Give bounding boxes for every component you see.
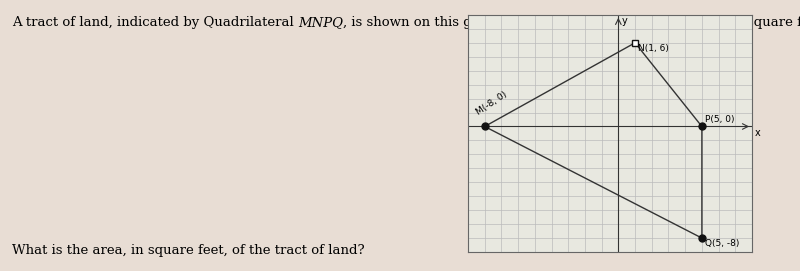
Text: M(-8, 0): M(-8, 0) (474, 90, 509, 117)
Text: A tract of land, indicated by Quadrilateral: A tract of land, indicated by Quadrilate… (12, 16, 298, 29)
Text: x: x (754, 128, 760, 138)
Text: MNPQ: MNPQ (298, 16, 343, 29)
Text: , is shown on this grid where one square unit represents 50 square feet.: , is shown on this grid where one square… (343, 16, 800, 29)
Text: P(5, 0): P(5, 0) (706, 115, 734, 124)
Text: What is the area, in square feet, of the tract of land?: What is the area, in square feet, of the… (12, 244, 365, 257)
Text: N(1, 6): N(1, 6) (638, 44, 670, 53)
Text: Q(5, -8): Q(5, -8) (706, 240, 739, 249)
Text: y: y (622, 16, 627, 26)
